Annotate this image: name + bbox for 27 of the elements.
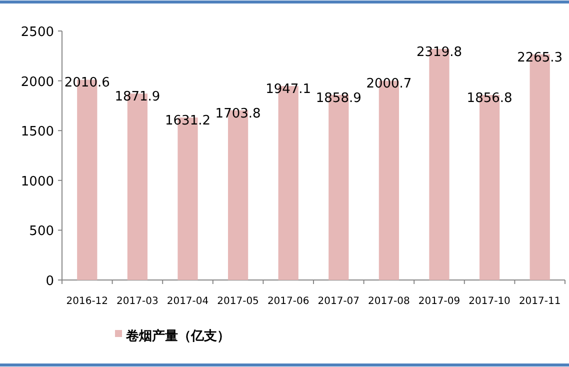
x-tick-label: 2017-11 [518,296,561,307]
x-tick-label: 2017-06 [267,296,310,307]
y-tick-label: 2000 [20,74,54,90]
data-label: 1631.2 [165,114,210,129]
x-tick-label: 2017-10 [468,296,510,307]
data-label: 2010.6 [64,76,110,91]
x-tick-label: 2017-05 [217,296,259,307]
y-tick-label: 0 [46,274,54,289]
data-label: 2319.8 [416,44,462,60]
x-tick-label: 2017-03 [116,296,158,307]
data-label: 1871.9 [114,90,160,105]
data-label: 1856.8 [466,91,512,106]
y-tick-label: 1000 [20,174,54,190]
y-tick-label: 1500 [20,124,54,140]
x-tick-label: 2017-09 [418,296,460,307]
x-tick-label: 2017-04 [166,296,209,307]
x-tick-label: 2017-08 [368,296,410,307]
data-label: 1947.1 [266,82,312,98]
y-tick-label: 2500 [20,25,54,40]
x-tick-label: 2016-12 [66,296,108,307]
legend-label: 卷烟产量（亿支） [125,328,230,344]
y-tick-label: 500 [29,224,54,240]
data-label: 1858.9 [316,90,362,106]
data-label: 2000.7 [366,76,412,92]
data-label: 1703.8 [215,106,261,122]
x-tick-label: 2017-07 [318,296,360,307]
data-label: 2265.3 [517,50,563,66]
